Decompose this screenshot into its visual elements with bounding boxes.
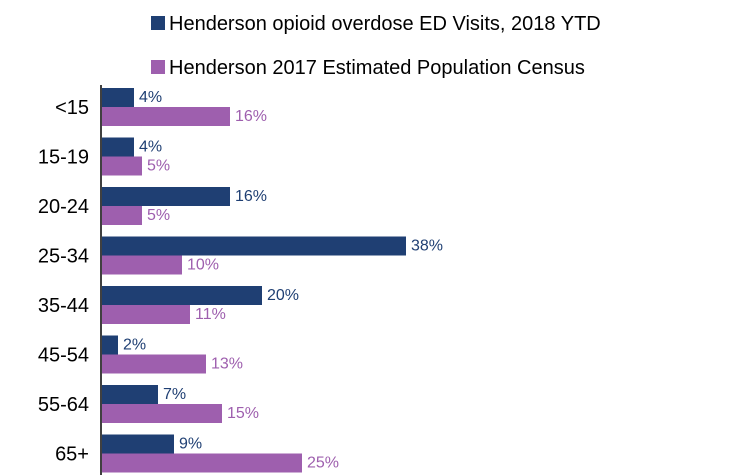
legend-swatch-1 [151, 16, 165, 30]
category-axis-labels: <15 15-19 20-24 25-34 35-44 45-54 55-64 65+ [38, 97, 89, 466]
category-label: 20-24 [38, 196, 89, 218]
data-label-ed-visits-0: 4% [139, 89, 162, 106]
data-label-ed-visits-2: 16% [235, 188, 267, 205]
bar-population-7 [102, 453, 302, 473]
legend-label-1: Henderson opioid overdose ED Visits, 201… [169, 13, 601, 35]
bar-population-4 [102, 305, 190, 324]
bar-population-3 [102, 255, 182, 275]
legend: Henderson opioid overdose ED Visits, 201… [151, 13, 601, 79]
category-label: <15 [55, 97, 89, 119]
data-label-population-4: 11% [195, 306, 226, 323]
data-label-ed-visits-6: 7% [163, 386, 186, 403]
data-label-population-7: 25% [307, 455, 339, 472]
bar-population-1 [102, 156, 142, 176]
data-label-ed-visits-7: 9% [179, 436, 202, 453]
bar-ed-visits-4 [102, 286, 262, 305]
category-label: 45-54 [38, 345, 89, 367]
bars [102, 88, 406, 473]
category-label: 15-19 [38, 147, 89, 169]
bar-ed-visits-0 [102, 88, 134, 107]
data-label-ed-visits-1: 4% [139, 139, 162, 156]
category-label: 35-44 [38, 295, 89, 317]
data-labels: 4% 16% 4% 5% 16% 5% 38% 10% 20% 11% 2% 13% 7% 15% 9% 25… [123, 89, 443, 472]
data-label-ed-visits-3: 38% [411, 238, 443, 255]
category-label: 55-64 [38, 394, 89, 416]
bar-ed-visits-3 [102, 236, 406, 256]
bar-ed-visits-6 [102, 385, 158, 404]
bar-ed-visits-7 [102, 434, 174, 454]
data-label-ed-visits-5: 2% [123, 337, 146, 354]
data-label-population-2: 5% [147, 207, 170, 224]
category-label: 25-34 [38, 246, 89, 268]
legend-label-2: Henderson 2017 Estimated Population Cens… [169, 57, 585, 79]
category-label: 65+ [55, 444, 89, 466]
bar-population-0 [102, 107, 230, 126]
data-label-population-1: 5% [147, 158, 170, 175]
data-label-population-3: 10% [187, 257, 219, 274]
data-label-population-0: 16% [235, 108, 267, 125]
data-label-ed-visits-4: 20% [267, 287, 299, 304]
data-label-population-5: 13% [211, 356, 243, 373]
bar-ed-visits-1 [102, 137, 134, 157]
bar-population-6 [102, 404, 222, 423]
bar-ed-visits-2 [102, 187, 230, 206]
legend-swatch-2 [151, 60, 165, 74]
data-label-population-6: 15% [227, 405, 259, 422]
bar-ed-visits-5 [102, 335, 118, 355]
bar-population-2 [102, 206, 142, 225]
bar-population-5 [102, 354, 206, 374]
